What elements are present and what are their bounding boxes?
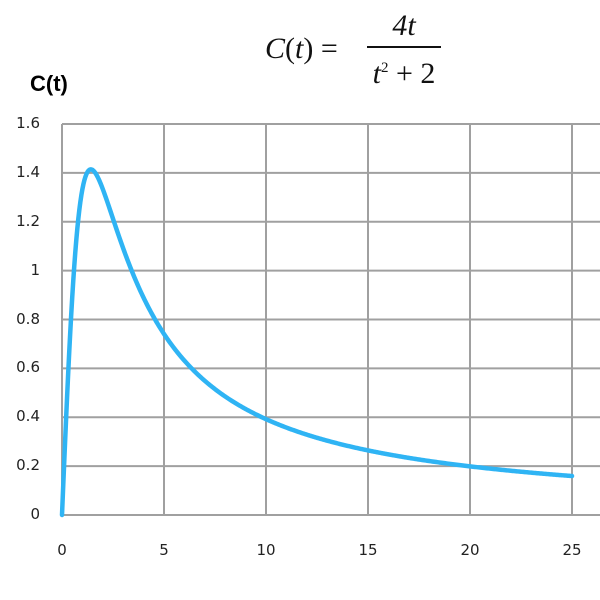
y-tick: 0.8 bbox=[16, 310, 40, 328]
y-tick: 1 bbox=[30, 261, 40, 279]
gridlines bbox=[61, 122, 600, 516]
curve-line bbox=[59, 167, 575, 518]
formula-denominator: t2 + 2 bbox=[372, 56, 436, 90]
y-axis-label: C(t) bbox=[30, 71, 68, 96]
x-tick: 20 bbox=[460, 541, 480, 559]
formula-numerator: 4t bbox=[392, 9, 416, 42]
y-tick: 1.2 bbox=[16, 212, 40, 230]
x-tick: 5 bbox=[159, 541, 169, 559]
x-tick: 0 bbox=[57, 541, 67, 559]
y-tick: 0.6 bbox=[16, 358, 40, 376]
y-tick: 1.6 bbox=[16, 114, 40, 132]
x-tick: 25 bbox=[562, 541, 582, 559]
x-tick: 15 bbox=[358, 541, 378, 559]
y-tick: 0 bbox=[30, 505, 40, 523]
y-tick: 1.4 bbox=[16, 163, 40, 181]
formula-fraction: 4t t2 + 2 bbox=[367, 8, 441, 92]
x-tick: 10 bbox=[256, 541, 276, 559]
fraction-bar bbox=[367, 46, 441, 48]
y-tick: 0.4 bbox=[16, 407, 40, 425]
y-tick: 0.2 bbox=[16, 456, 40, 474]
formula-lhs: C(t) = bbox=[265, 32, 338, 65]
